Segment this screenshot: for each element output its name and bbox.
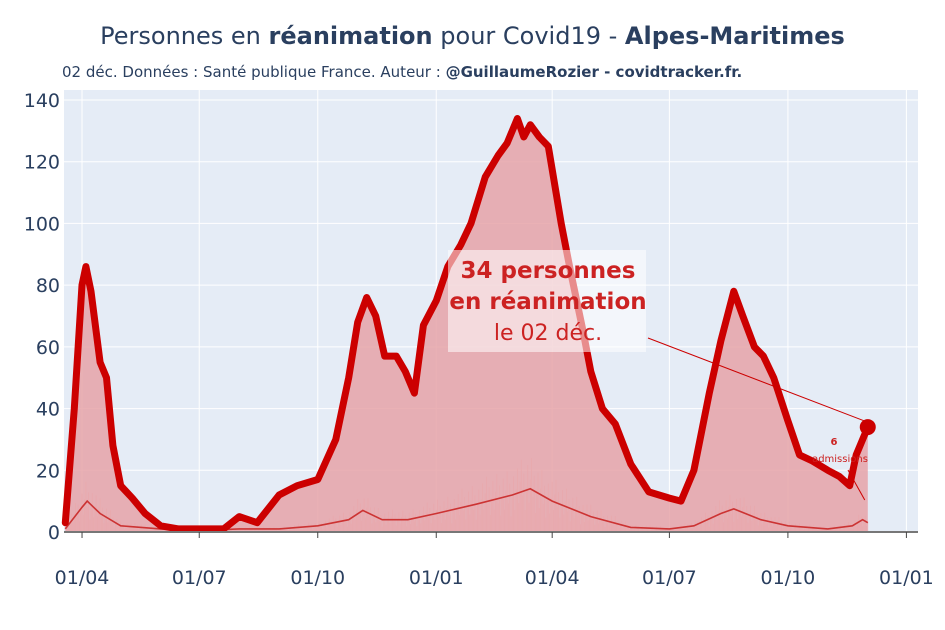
title-part-3: pour Covid19 -: [432, 22, 625, 50]
x-tick-label: 01/10: [761, 567, 816, 589]
y-tick-label: 80: [36, 275, 60, 297]
small-annotation-value: 6: [831, 437, 838, 448]
annotation-group: 34 personnes en réanimation le 02 déc. 6…: [448, 250, 868, 501]
x-tick-label: 01/01: [409, 567, 464, 589]
x-tick-label: 01/07: [172, 567, 227, 589]
chart-title: Personnes en réanimation pour Covid19 - …: [0, 22, 945, 50]
y-tick-label: 140: [24, 90, 60, 112]
small-annotation-arrow: [847, 469, 866, 501]
y-tick-label: 40: [36, 399, 60, 421]
annotation-date: le 02 déc.: [494, 321, 602, 346]
annotation-arrow: [647, 337, 865, 422]
x-axis-ticks: 01/04 01/07 01/10 01/01 01/04 01/07 01/10 01/01: [55, 532, 934, 589]
x-tick-label: 01/07: [642, 567, 697, 589]
small-annotation-label: admissions: [812, 454, 868, 465]
subtitle-source: 02 déc. Données : Santé publique France.…: [62, 63, 446, 81]
y-tick-label: 100: [24, 213, 60, 235]
title-part-4: Alpes-Maritimes: [624, 22, 845, 50]
annotation-label: en réanimation: [449, 289, 646, 315]
y-axis-ticks: 0 20 40 60 80 100 120 140: [24, 90, 60, 544]
y-tick-label: 0: [48, 522, 60, 544]
x-tick-label: 01/04: [525, 567, 580, 589]
y-tick-label: 120: [24, 152, 60, 174]
x-tick-label: 01/04: [55, 567, 110, 589]
title-part-1: Personnes en: [100, 22, 269, 50]
title-part-2: réanimation: [268, 22, 433, 50]
chart-subtitle: 02 déc. Données : Santé publique France.…: [62, 63, 742, 81]
x-tick-label: 01/10: [290, 567, 345, 589]
y-tick-label: 20: [36, 460, 60, 482]
y-tick-label: 60: [36, 337, 60, 359]
last-point-marker: [859, 419, 876, 436]
icu-line: [61, 115, 872, 533]
annotation-box: [448, 250, 646, 352]
annotation-count: 34 personnes: [461, 258, 636, 284]
subtitle-author: @GuillaumeRozier - covidtracker.fr.: [445, 63, 743, 81]
x-tick-label: 01/01: [879, 567, 934, 589]
